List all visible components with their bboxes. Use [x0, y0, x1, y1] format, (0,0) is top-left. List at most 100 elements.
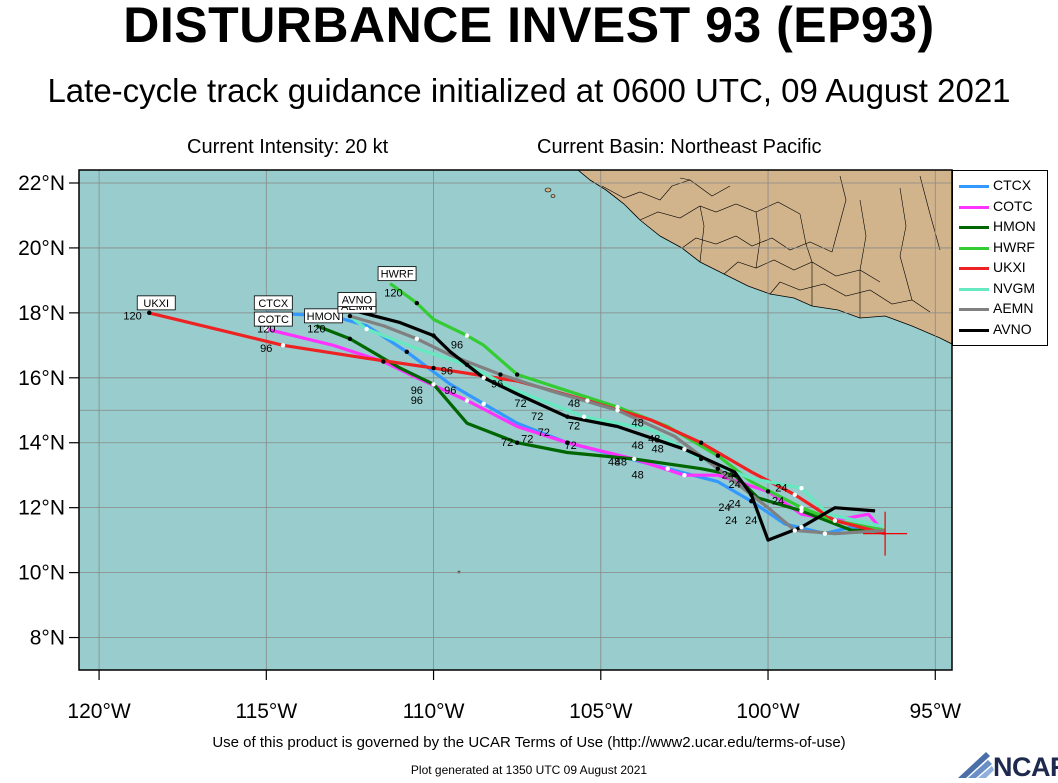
legend-label: HMON — [993, 218, 1036, 234]
track-point — [431, 382, 436, 387]
legend-label: NVGM — [993, 279, 1035, 296]
track-nvgm — [348, 314, 886, 529]
svg-text:HWRF: HWRF — [381, 269, 414, 281]
forecast-hour-label: 24 — [718, 502, 730, 514]
track-point — [498, 372, 503, 377]
grid-lines — [79, 170, 952, 670]
track-point — [481, 401, 486, 406]
track-point — [682, 447, 687, 452]
track-point — [464, 362, 470, 368]
plot-title: DISTURBANCE INVEST 93 (EP93) — [123, 0, 935, 53]
forecast-hour-label: 72 — [514, 398, 526, 410]
track-point — [799, 505, 804, 510]
y-tick-label: 12°N — [18, 497, 65, 520]
forecast-hour-label: 72 — [531, 411, 543, 423]
end-label-hmon: HMON — [304, 308, 343, 324]
forecast-hour-label: 24 — [745, 515, 757, 527]
y-tick-label: 18°N — [18, 302, 65, 325]
legend-label: UKXI — [993, 259, 1026, 275]
track-point — [364, 326, 369, 332]
track-point — [665, 466, 670, 471]
track-point — [514, 372, 520, 377]
forecast-hour-label: 72 — [565, 440, 577, 452]
track-point — [632, 456, 637, 462]
y-tick-label: 8°N — [30, 627, 65, 650]
end-label-ukxi: UKXI — [136, 295, 176, 311]
forecast-hour-label: 24 — [725, 515, 737, 527]
end-label-avno: AVNO — [337, 292, 377, 308]
forecast-hour-label: 120 — [307, 323, 325, 335]
track-point — [698, 440, 704, 445]
track-point — [749, 492, 754, 497]
forecast-hour-label: 120 — [123, 310, 141, 322]
forecast-hour-label: 72 — [538, 427, 550, 439]
forecast-hour-label: 48 — [615, 456, 627, 468]
track-point — [565, 414, 570, 419]
forecast-hour-label: 48 — [631, 417, 643, 429]
forecast-hour-label: 48 — [568, 398, 580, 410]
legend-item-cotc: COTC — [959, 198, 1049, 218]
track-point — [715, 453, 721, 458]
legend-label: COTC — [993, 197, 1033, 214]
track-point — [581, 414, 587, 419]
x-tick-label: 105°W — [569, 700, 632, 723]
track-point — [749, 498, 754, 504]
track-avno — [349, 308, 876, 542]
ncar-logo-text: NCAR — [993, 752, 1058, 782]
legend-label: AVNO — [993, 320, 1032, 337]
track-point — [682, 472, 687, 478]
track-point — [514, 440, 520, 445]
svg-text:HMON: HMON — [307, 311, 341, 323]
current-intensity: Current Intensity: 20 kt — [187, 136, 389, 158]
forecast-hour-label: 96 — [444, 385, 456, 397]
x-tick-label: 110°W — [403, 700, 465, 723]
svg-text:COTC: COTC — [258, 314, 289, 326]
x-tick-label: 120°W — [67, 700, 130, 723]
track-point — [280, 343, 286, 348]
track-point — [792, 528, 797, 533]
forecast-hour-label: 48 — [652, 443, 664, 455]
y-tick-label: 16°N — [18, 367, 65, 390]
forecast-hour-label: 48 — [608, 456, 620, 468]
track-point — [822, 531, 828, 536]
legend-item-hwrf: HWRF — [959, 239, 1049, 259]
legend-item-ukxi: UKXI — [959, 259, 1049, 279]
legend-label: AEMN — [993, 300, 1034, 316]
forecast-hour-label: 96 — [491, 379, 503, 391]
forecast-hour-label: 72 — [501, 437, 513, 449]
track-point — [585, 398, 590, 403]
legend-item-avno: AVNO — [959, 321, 1049, 341]
forecast-hour-label: 24 — [722, 469, 734, 481]
track-point — [615, 408, 620, 413]
track-point — [792, 492, 797, 497]
x-tick-label: 100°W — [736, 700, 799, 723]
track-point — [464, 333, 470, 338]
forecast-hour-label: 96 — [411, 395, 423, 407]
generated-timestamp: Plot generated at 1350 UTC 09 August 202… — [410, 763, 648, 777]
track-point — [431, 365, 436, 371]
x-tick-label: 115°W — [235, 700, 297, 723]
end-label-cotc: COTC — [253, 311, 293, 327]
track-point — [698, 456, 704, 462]
track-point — [565, 440, 570, 445]
track-point — [264, 326, 269, 332]
forecast-hour-label: 72 — [521, 434, 533, 446]
track-point — [799, 524, 804, 530]
y-tick-label: 22°N — [18, 172, 65, 195]
plot-subtitle: Late-cycle track guidance initialized at… — [47, 72, 1011, 109]
track-hwrf — [389, 282, 886, 532]
track-point — [414, 336, 420, 342]
track-point — [381, 359, 386, 364]
track-point — [414, 300, 420, 306]
y-tick-label: 20°N — [18, 237, 65, 260]
legend-swatch — [959, 287, 989, 291]
forecast-hour-label: 96 — [411, 385, 423, 397]
track-point — [765, 489, 771, 494]
end-label-ctcx: CTCX — [253, 295, 293, 311]
terms-of-use[interactable]: Use of this product is governed by the U… — [212, 734, 846, 751]
track-point — [799, 508, 804, 514]
forecast-hour-label: 24 — [775, 482, 787, 494]
svg-text:AVNO: AVNO — [342, 295, 373, 307]
